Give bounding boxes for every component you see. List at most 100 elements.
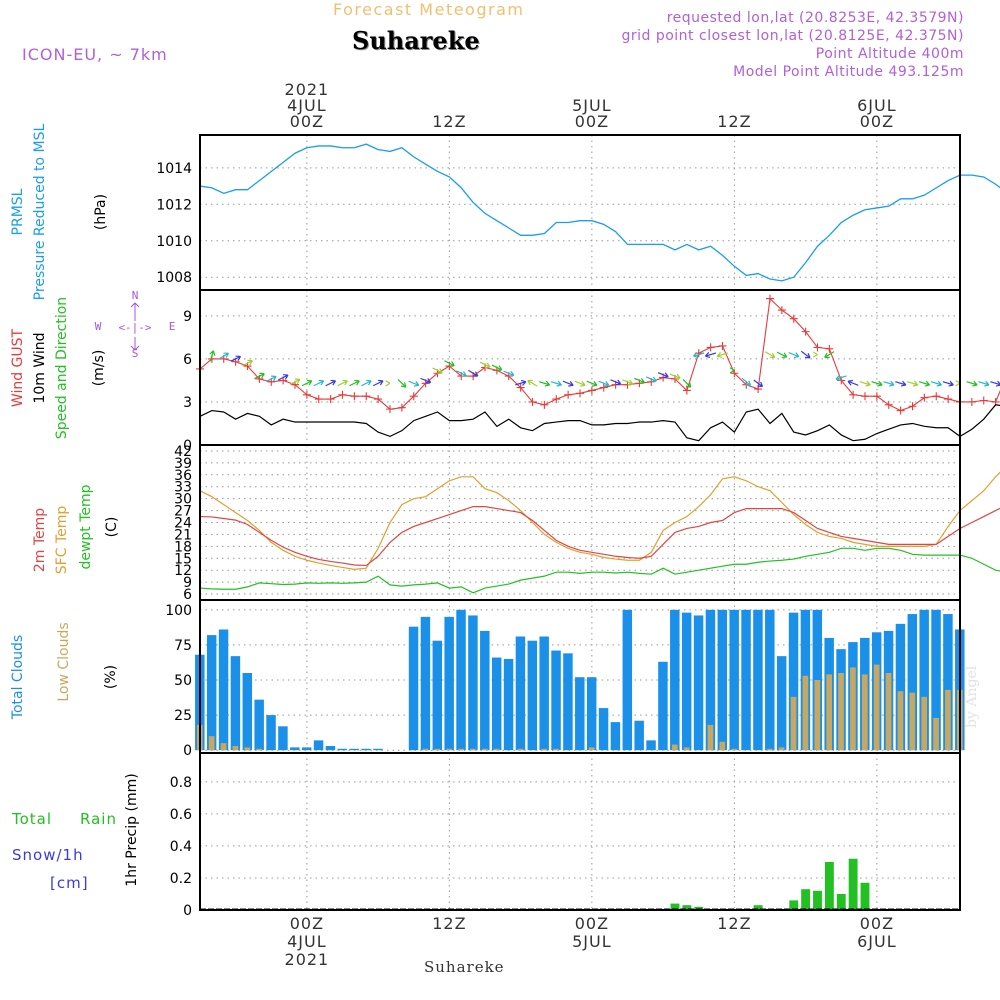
low-cloud-bar: [232, 745, 239, 751]
low-cloud-bar: [766, 748, 773, 751]
low-cloud-bar: [493, 748, 500, 751]
total-cloud-bar: [551, 650, 561, 751]
compass-west: W: [95, 320, 102, 333]
gust-marker: [825, 344, 834, 353]
precipitation-panel-frame: [199, 752, 961, 911]
bottom-time-label: 00Z: [290, 914, 324, 933]
gust-marker: [362, 392, 371, 401]
wind-vector-arrow: [776, 351, 788, 359]
wind-vector-arrow: [266, 375, 277, 382]
label-rain: Rain: [80, 810, 117, 828]
top-time-label: 00Z: [290, 112, 324, 131]
top-time-label: 00Z: [575, 112, 609, 131]
gust-marker: [706, 343, 715, 352]
gust-marker: [552, 395, 561, 404]
low-cloud-bar: [826, 674, 833, 751]
wind-vector-arrow: [479, 361, 491, 369]
gust-marker: [397, 403, 406, 412]
rain-bar: [753, 905, 763, 910]
gust-marker: [872, 392, 881, 401]
gust-marker: [326, 395, 335, 404]
total-cloud-bar: [563, 653, 573, 751]
wind-vector-arrow: [218, 352, 229, 360]
label-temp-unit: (C): [104, 517, 120, 538]
wind-vector-arrow: [456, 370, 467, 377]
wind-vector-arrow: [704, 352, 717, 358]
wind-vector-arrow: [574, 380, 586, 387]
total-cloud-bar: [931, 609, 941, 751]
low-cloud-bar: [802, 675, 809, 751]
wind-vector-arrow: [385, 380, 391, 387]
gust-marker: [884, 400, 893, 409]
wind-vector-arrow: [657, 372, 669, 379]
gust-marker: [777, 306, 786, 315]
gust-marker: [967, 397, 976, 406]
clouds-tick-label: 50: [174, 673, 192, 689]
label-cloud-unit: (%): [103, 665, 119, 689]
total-cloud-bar: [681, 612, 692, 751]
gust-marker: [302, 390, 311, 399]
label-precip-unit: 1hr Precip (mm): [124, 773, 140, 886]
total-cloud-bar: [456, 609, 466, 751]
gust-marker: [718, 341, 727, 350]
compass-south: S: [132, 347, 139, 360]
wind-vector-arrow: [978, 380, 990, 387]
low-cloud-bar: [470, 748, 476, 751]
low-cloud-bar: [921, 696, 928, 751]
wind-vector-arrow: [242, 359, 253, 367]
total-cloud-bar: [206, 635, 217, 751]
label-total-clouds: Total Clouds: [10, 635, 26, 720]
wind-vector-arrow: [586, 380, 598, 387]
low-cloud-bar: [220, 743, 227, 751]
top-time-label: 12Z: [432, 112, 466, 131]
wind-vector-arrow: [907, 380, 919, 387]
gust-marker: [386, 405, 394, 414]
total-cloud-bar: [717, 609, 728, 751]
pressure-tick-label: 1012: [156, 197, 192, 213]
total-cloud-bar: [943, 614, 953, 751]
rain-bar: [836, 893, 846, 910]
label-dewpt-temp: dewpt Temp: [78, 484, 94, 569]
total-cloud-bar: [658, 661, 668, 751]
wind-vector-arrow: [610, 379, 622, 386]
location-title: Suhareke: [352, 26, 480, 55]
total-cloud-bar: [373, 748, 383, 751]
total-cloud-bar: [468, 615, 478, 751]
wind-vector-arrow: [716, 352, 728, 358]
total-cloud-bar: [491, 657, 502, 751]
clouds-tick-label: 25: [174, 708, 192, 724]
low-cloud-bar: [873, 664, 880, 751]
low-cloud-bar: [683, 747, 690, 751]
rain-bar: [813, 890, 822, 910]
wind-vector-arrow: [444, 360, 455, 367]
wind-vector-arrow: [503, 370, 515, 377]
bottom-time-label: 12Z: [717, 914, 751, 933]
gust-marker: [409, 392, 418, 401]
temperature-tick-label: 15: [174, 551, 192, 567]
total-cloud-bar: [919, 609, 929, 751]
gust-marker: [528, 397, 537, 406]
wind-vector-arrow: [835, 375, 847, 381]
wind-vector-arrow: [741, 377, 752, 386]
gust-marker: [944, 395, 953, 404]
low-cloud-bar: [909, 692, 916, 751]
temperature-tick-label: 9: [183, 575, 192, 591]
low-cloud-bar: [422, 748, 429, 751]
temperature-tick-label: 42: [174, 444, 192, 460]
total-cloud-bar: [693, 615, 704, 751]
wind-vector-arrow: [301, 379, 313, 387]
wind-vector-arrow: [871, 380, 883, 387]
gust-marker: [350, 392, 359, 401]
wind-vector-arrow: [693, 352, 705, 358]
gust-marker: [338, 390, 347, 399]
wind-vector-arrow: [990, 380, 1000, 387]
wind-tick-label: 3: [183, 395, 192, 411]
low-cloud-bar: [790, 696, 797, 751]
gust-marker: [932, 392, 941, 401]
wind-vector-arrow: [966, 380, 978, 387]
wind-vector-arrow: [729, 367, 735, 374]
precipitation-tick-label: 0.8: [170, 775, 192, 791]
temperature-tick-label: 39: [174, 456, 192, 472]
gust-marker: [576, 389, 584, 398]
temperature-tick-label: 6: [183, 587, 192, 603]
